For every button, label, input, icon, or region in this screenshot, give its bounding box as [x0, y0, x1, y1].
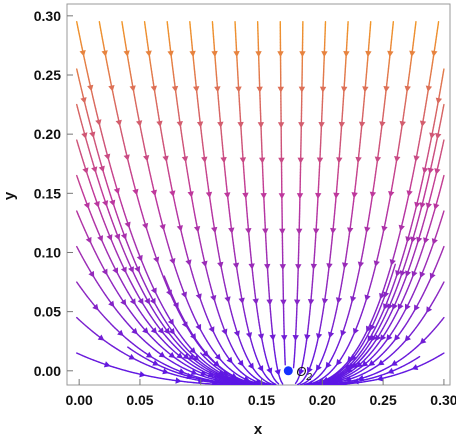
- y-tick-label: 0.10: [34, 244, 61, 260]
- x-tick-label: 0.10: [187, 392, 214, 408]
- y-tick-label: 0.00: [34, 363, 61, 379]
- x-tick-label: 0.20: [309, 392, 336, 408]
- y-tick-label: 0.05: [34, 304, 61, 320]
- x-axis-title: x: [254, 421, 263, 438]
- x-tick-label: 0.00: [66, 392, 93, 408]
- y-tick-label: 0.30: [34, 8, 61, 24]
- stream-segment: [301, 384, 304, 385]
- x-tick-label: 0.30: [430, 392, 456, 408]
- y-tick-label: 0.25: [34, 67, 61, 83]
- equilibrium-point: [284, 366, 293, 375]
- y-axis-title: y: [1, 191, 18, 200]
- x-tick-label: 0.25: [370, 392, 397, 408]
- x-tick-label: 0.15: [248, 392, 275, 408]
- y-tick-label: 0.15: [34, 185, 61, 201]
- y-tick-label: 0.20: [34, 126, 61, 142]
- x-tick-label: 0.05: [126, 392, 153, 408]
